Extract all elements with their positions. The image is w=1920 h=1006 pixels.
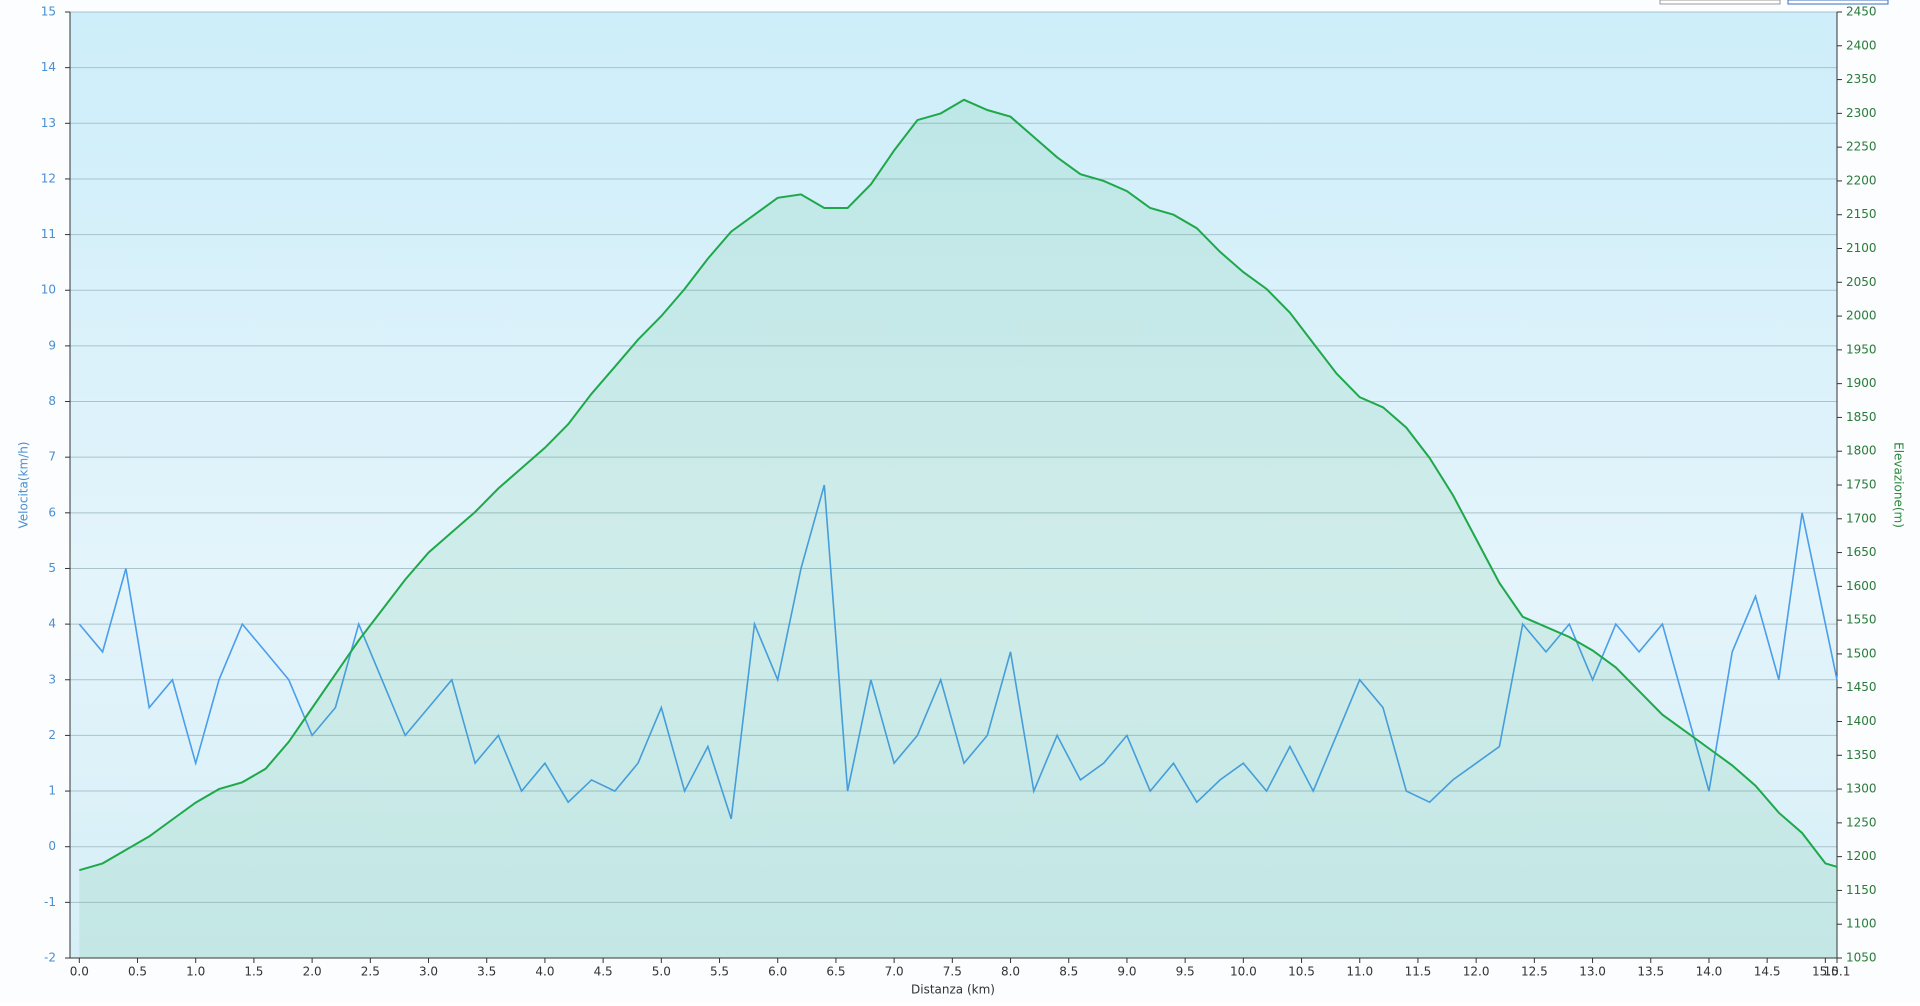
y2-tick-label: 1850 <box>1846 410 1877 424</box>
x-tick-label: 9.5 <box>1176 965 1195 979</box>
y-tick-label: -2 <box>44 951 56 965</box>
button[interactable] <box>1787 0 1889 5</box>
y-tick-label: 3 <box>48 672 56 686</box>
x-tick-label: 8.5 <box>1059 965 1078 979</box>
y2-tick-label: 2450 <box>1846 5 1877 19</box>
y-tick-label: -1 <box>44 895 56 909</box>
series-line <box>78 484 1838 820</box>
y-tick-label: 6 <box>48 505 56 519</box>
x-tick-label: 5.5 <box>710 965 729 979</box>
x-tick-label: 10.5 <box>1288 965 1315 979</box>
y2-tick-label: 1400 <box>1846 714 1877 728</box>
y-tick-label: 15 <box>41 5 56 19</box>
y-tick-label: 5 <box>48 561 56 575</box>
x-tick-label: 10.0 <box>1230 965 1257 979</box>
x-tick-label: 1.0 <box>186 965 205 979</box>
y2-tick-label: 1600 <box>1846 579 1877 593</box>
x-tick-label: 14.0 <box>1696 965 1723 979</box>
elevation-area <box>79 99 1837 959</box>
x-tick-label: 4.0 <box>535 965 554 979</box>
y-tick-label: 0 <box>48 839 56 853</box>
series-line <box>79 98 1838 872</box>
x-tick-label: 12.5 <box>1521 965 1548 979</box>
y2-tick-label: 2400 <box>1846 38 1877 52</box>
y-tick-label: 10 <box>41 283 56 297</box>
y2-tick-label: 2000 <box>1846 309 1877 323</box>
x-tick-label: 14.5 <box>1754 965 1781 979</box>
x-tick-label: 13.0 <box>1579 965 1606 979</box>
y-tick-label: 9 <box>48 338 56 352</box>
y2-tick-label: 1650 <box>1846 545 1877 559</box>
y2-tick-label: 1800 <box>1846 444 1877 458</box>
y-tick-label: 11 <box>41 227 56 241</box>
x-tick-label: 11.0 <box>1346 965 1373 979</box>
y-tick-label: 2 <box>48 728 56 742</box>
y-tick-label: 4 <box>48 617 56 631</box>
x-tick-label: 12.0 <box>1463 965 1490 979</box>
y2-tick-label: 2100 <box>1846 241 1877 255</box>
x-tick-label: 1.5 <box>244 965 263 979</box>
y2-tick-label: 2200 <box>1846 173 1877 187</box>
y2-tick-label: 1100 <box>1846 917 1877 931</box>
y2-tick-label: 2350 <box>1846 72 1877 86</box>
x-tick-label: 4.5 <box>594 965 613 979</box>
y-tick-label: 7 <box>48 450 56 464</box>
x-tick-label: 13.5 <box>1637 965 1664 979</box>
x-tick-label: 11.5 <box>1405 965 1432 979</box>
x-tick-label: 7.5 <box>943 965 962 979</box>
x-tick-label: 7.0 <box>885 965 904 979</box>
y2-tick-label: 1350 <box>1846 748 1877 762</box>
y-tick-label: 13 <box>41 116 56 130</box>
y2-tick-label: 1900 <box>1846 376 1877 390</box>
button[interactable] <box>1659 0 1781 5</box>
y2-tick-label: 1300 <box>1846 782 1877 796</box>
y2-tick-label: 1050 <box>1846 951 1877 965</box>
x-tick-label: 2.0 <box>303 965 322 979</box>
y2-axis-label: Elevazione(m) <box>1892 442 1906 528</box>
x-tick-label: 6.0 <box>768 965 787 979</box>
y2-tick-label: 2050 <box>1846 275 1877 289</box>
x-axis-label: Distanza (km) <box>911 983 995 997</box>
y2-tick-label: 1250 <box>1846 815 1877 829</box>
y-tick-label: 8 <box>48 394 56 408</box>
y2-tick-label: 1500 <box>1846 646 1877 660</box>
x-tick-label: 15.1 <box>1824 965 1851 979</box>
x-tick-label: 2.5 <box>361 965 380 979</box>
y2-tick-label: 1750 <box>1846 478 1877 492</box>
x-tick-label: 9.0 <box>1117 965 1136 979</box>
x-tick-label: 8.0 <box>1001 965 1020 979</box>
x-tick-label: 0.0 <box>70 965 89 979</box>
y2-tick-label: 1150 <box>1846 883 1877 897</box>
y-tick-label: 1 <box>48 784 56 798</box>
y2-tick-label: 1700 <box>1846 511 1877 525</box>
y2-tick-label: 1550 <box>1846 613 1877 627</box>
y2-tick-label: 2150 <box>1846 207 1877 221</box>
x-tick-label: 0.5 <box>128 965 147 979</box>
y-axis-label: Velocita(km/h) <box>17 442 31 529</box>
y2-tick-label: 2300 <box>1846 106 1877 120</box>
y2-tick-label: 1950 <box>1846 342 1877 356</box>
x-tick-label: 6.5 <box>826 965 845 979</box>
y2-tick-label: 2250 <box>1846 140 1877 154</box>
y2-tick-label: 1200 <box>1846 849 1877 863</box>
plot-area <box>70 12 1837 958</box>
x-tick-label: 3.5 <box>477 965 496 979</box>
x-tick-label: 15.0 <box>1812 965 1839 979</box>
y-tick-label: 12 <box>41 171 56 185</box>
x-tick-label: 5.0 <box>652 965 671 979</box>
y2-tick-label: 1450 <box>1846 680 1877 694</box>
x-tick-label: 3.0 <box>419 965 438 979</box>
y-tick-label: 14 <box>41 60 56 74</box>
